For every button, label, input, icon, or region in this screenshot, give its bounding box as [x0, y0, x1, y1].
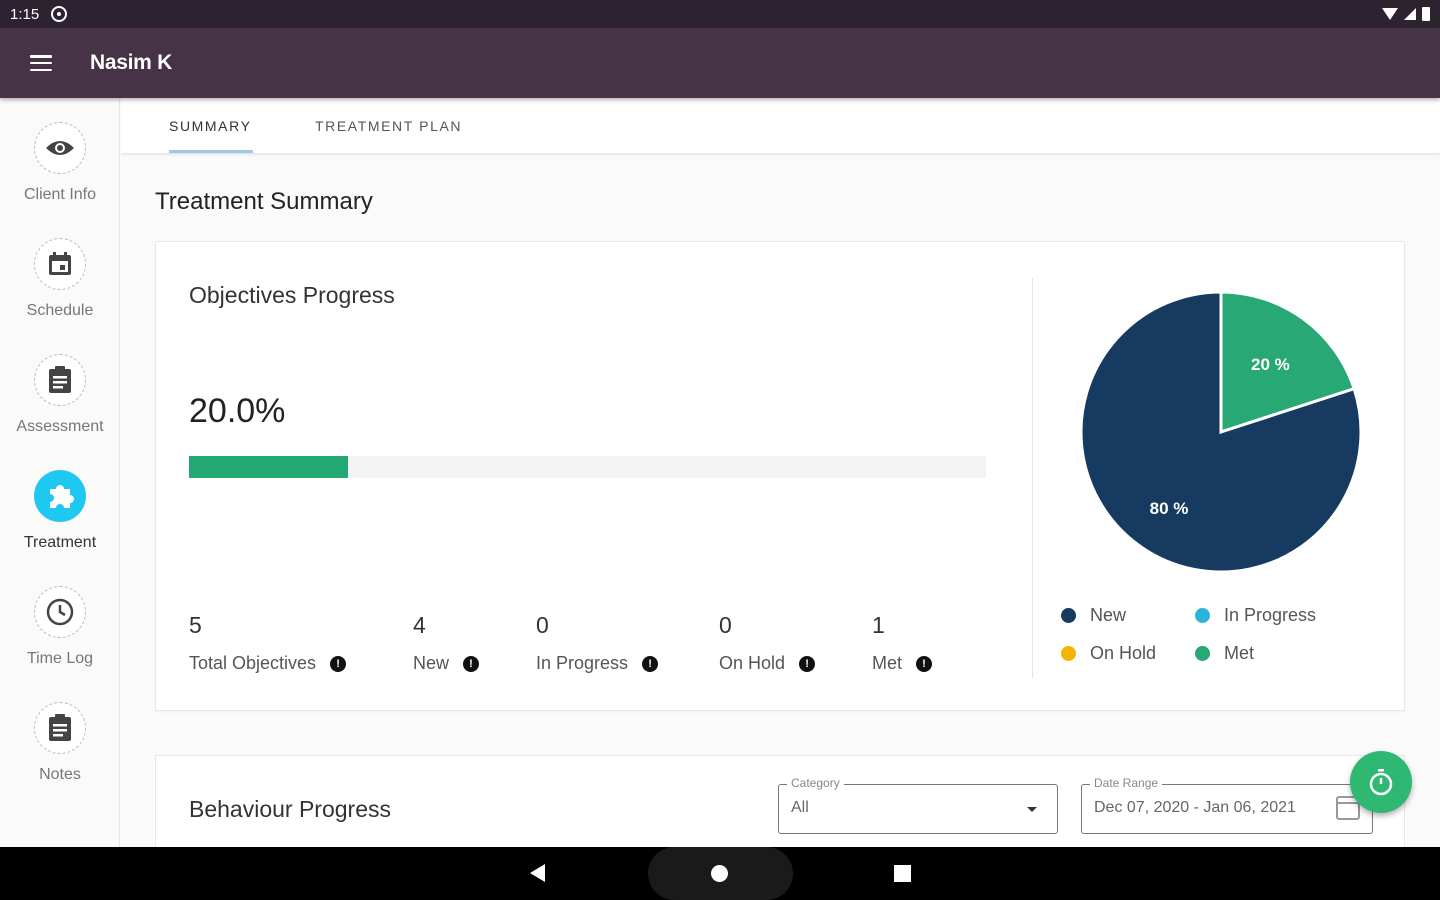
objectives-percent: 20.0% — [189, 392, 286, 430]
page-title: Treatment Summary — [155, 188, 373, 215]
sidebar: Client Info Schedule Assessment Treatmen… — [0, 98, 120, 847]
pie-slice-met[interactable] — [1219, 290, 1357, 435]
sync-status-icon — [51, 6, 68, 22]
pie-label-new: 80 % — [1150, 499, 1189, 518]
status-bar: 1:15 — [0, 0, 1440, 28]
calendar-icon — [34, 238, 86, 290]
stat-value: 0 — [719, 612, 732, 638]
notes-icon — [34, 702, 86, 754]
info-icon[interactable]: ! — [916, 655, 933, 672]
sidebar-item-label: Notes — [39, 766, 81, 783]
eye-icon — [34, 122, 86, 174]
pie-slice-new[interactable] — [1079, 290, 1363, 574]
legend-dot — [1061, 608, 1076, 623]
signal-icon — [1404, 8, 1416, 20]
objectives-title: Objectives Progress — [189, 282, 395, 308]
legend-label: In Progress — [1224, 605, 1317, 625]
info-icon[interactable]: ! — [642, 655, 659, 672]
back-icon[interactable] — [530, 864, 545, 882]
legend-dot — [1061, 646, 1076, 661]
info-icon[interactable]: ! — [799, 655, 816, 672]
sidebar-item-label: Client Info — [23, 186, 97, 203]
tab-indicator — [169, 150, 253, 153]
tab-treatment-plan[interactable]: TREATMENT PLAN — [315, 118, 463, 134]
recents-icon[interactable] — [894, 865, 911, 882]
divider — [1032, 278, 1033, 678]
stat-total-objectives: 5 Total Objectives! — [189, 612, 347, 674]
stat-in-progress: 0 In Progress! — [536, 612, 659, 674]
wifi-icon — [1382, 8, 1398, 20]
puzzle-icon — [34, 470, 86, 522]
behaviour-title: Behaviour Progress — [189, 796, 391, 822]
menu-icon[interactable] — [30, 55, 52, 71]
pie-label-met: 20 % — [1251, 355, 1290, 374]
legend-item-new: New — [1061, 605, 1126, 626]
info-icon[interactable]: ! — [463, 655, 480, 672]
sidebar-item-label: Treatment — [23, 534, 97, 551]
app-title: Nasim K — [90, 51, 172, 74]
sidebar-item-schedule[interactable]: Schedule — [0, 238, 120, 320]
sidebar-item-client-info[interactable]: Client Info — [0, 122, 120, 204]
system-nav-bar — [0, 847, 1440, 900]
stat-label: Met — [872, 653, 903, 673]
legend-dot — [1195, 646, 1210, 661]
legend-label: On Hold — [1090, 643, 1157, 663]
stat-label: In Progress — [536, 653, 629, 673]
stat-value: 5 — [189, 612, 202, 638]
stat-value: 1 — [872, 612, 885, 638]
stat-label: Total Objectives — [189, 653, 317, 673]
objectives-progress-bar — [189, 456, 986, 478]
date-range-value: Dec 07, 2020 - Jan 06, 2021 — [1094, 799, 1296, 816]
progress-fill — [189, 456, 349, 478]
clock-icon — [34, 586, 86, 638]
info-icon[interactable]: ! — [330, 655, 347, 672]
sidebar-item-treatment[interactable]: Treatment — [0, 470, 120, 552]
sidebar-item-notes[interactable]: Notes — [0, 702, 120, 784]
home-icon[interactable] — [711, 865, 728, 882]
stat-value: 0 — [536, 612, 549, 638]
app-bar: Nasim K — [0, 28, 1440, 98]
stat-label: New — [413, 653, 450, 673]
category-label: Category — [787, 776, 844, 790]
stat-on-hold: 0 On Hold! — [719, 612, 816, 674]
status-time: 1:15 — [10, 5, 40, 23]
tab-bar: SUMMARY TREATMENT PLAN — [121, 98, 1440, 154]
legend-item-met: Met — [1195, 643, 1254, 664]
sidebar-item-assessment[interactable]: Assessment — [0, 354, 120, 436]
legend-item-on-hold: On Hold — [1061, 643, 1156, 664]
timer-fab-button[interactable] — [1350, 751, 1412, 813]
category-value: All — [791, 799, 809, 816]
legend-dot — [1195, 608, 1210, 623]
battery-icon — [1422, 7, 1430, 21]
status-icons — [1382, 7, 1430, 21]
objectives-pie-chart: 20 % 80 % — [1079, 290, 1363, 574]
main-content: SUMMARY TREATMENT PLAN Treatment Summary… — [121, 98, 1440, 847]
stat-new: 4 New! — [413, 612, 480, 674]
stat-met: 1 Met! — [872, 612, 933, 674]
legend-label: New — [1090, 605, 1127, 625]
stat-label: On Hold — [719, 653, 786, 673]
stat-value: 4 — [413, 612, 426, 638]
sidebar-item-label: Assessment — [16, 418, 104, 435]
sidebar-item-label: Schedule — [26, 302, 94, 319]
behaviour-card: Behaviour Progress Category All Date Ran… — [155, 755, 1405, 847]
date-range-field[interactable]: Date Range Dec 07, 2020 - Jan 06, 2021 — [1081, 776, 1373, 834]
legend-item-in-progress: In Progress — [1195, 605, 1316, 626]
clipboard-icon — [34, 354, 86, 406]
chevron-down-icon — [1027, 807, 1037, 812]
date-range-label: Date Range — [1090, 776, 1163, 790]
timer-icon — [1369, 769, 1393, 796]
sidebar-item-label: Time Log — [26, 650, 94, 667]
tab-summary[interactable]: SUMMARY — [169, 118, 252, 134]
legend-label: Met — [1224, 643, 1255, 663]
category-select[interactable]: Category All — [778, 776, 1058, 834]
calendar-icon[interactable] — [1336, 796, 1360, 820]
objectives-card: Objectives Progress 20.0% 5 Total Object… — [155, 241, 1405, 711]
sidebar-item-time-log[interactable]: Time Log — [0, 586, 120, 668]
